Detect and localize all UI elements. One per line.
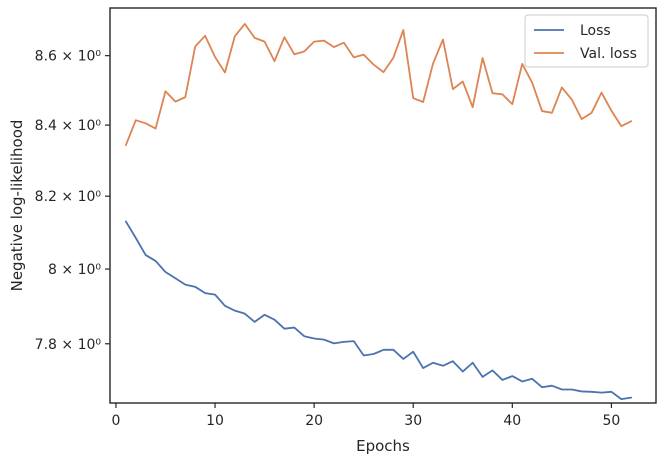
x-tick-label: 30 <box>404 413 422 429</box>
legend-label-loss: Loss <box>580 23 611 39</box>
y-axis-title: Negative log-likelihood <box>8 120 26 292</box>
series-line-loss <box>124 220 633 401</box>
series-line-val-loss <box>124 23 633 147</box>
y-tick-label: 8.2 × 10⁰ <box>35 189 102 205</box>
legend: Loss Val. loss <box>524 14 649 68</box>
x-tick-label: 50 <box>602 413 620 429</box>
y-tick-label: 8 × 10⁰ <box>48 262 101 278</box>
y-tick-label: 8.4 × 10⁰ <box>35 118 102 134</box>
y-tick-label: 8.6 × 10⁰ <box>35 49 102 65</box>
y-axis: 7.8 × 10⁰ 8 × 10⁰ 8.2 × 10⁰ 8.4 × 10⁰ 8.6 × … <box>35 49 110 353</box>
x-tick-label: 0 <box>111 413 120 429</box>
legend-box <box>524 14 649 68</box>
x-tick-label: 40 <box>503 413 521 429</box>
series-layer <box>124 23 633 401</box>
plot-area <box>110 8 656 403</box>
plot-frame <box>109 7 657 404</box>
y-tick-label: 7.8 × 10⁰ <box>35 337 102 353</box>
x-axis-title: Epochs <box>356 437 410 455</box>
legend-label-val-loss: Val. loss <box>580 46 637 62</box>
x-axis: 0 10 20 30 40 50 <box>111 403 620 429</box>
x-tick-label: 10 <box>206 413 224 429</box>
x-tick-label: 20 <box>305 413 323 429</box>
